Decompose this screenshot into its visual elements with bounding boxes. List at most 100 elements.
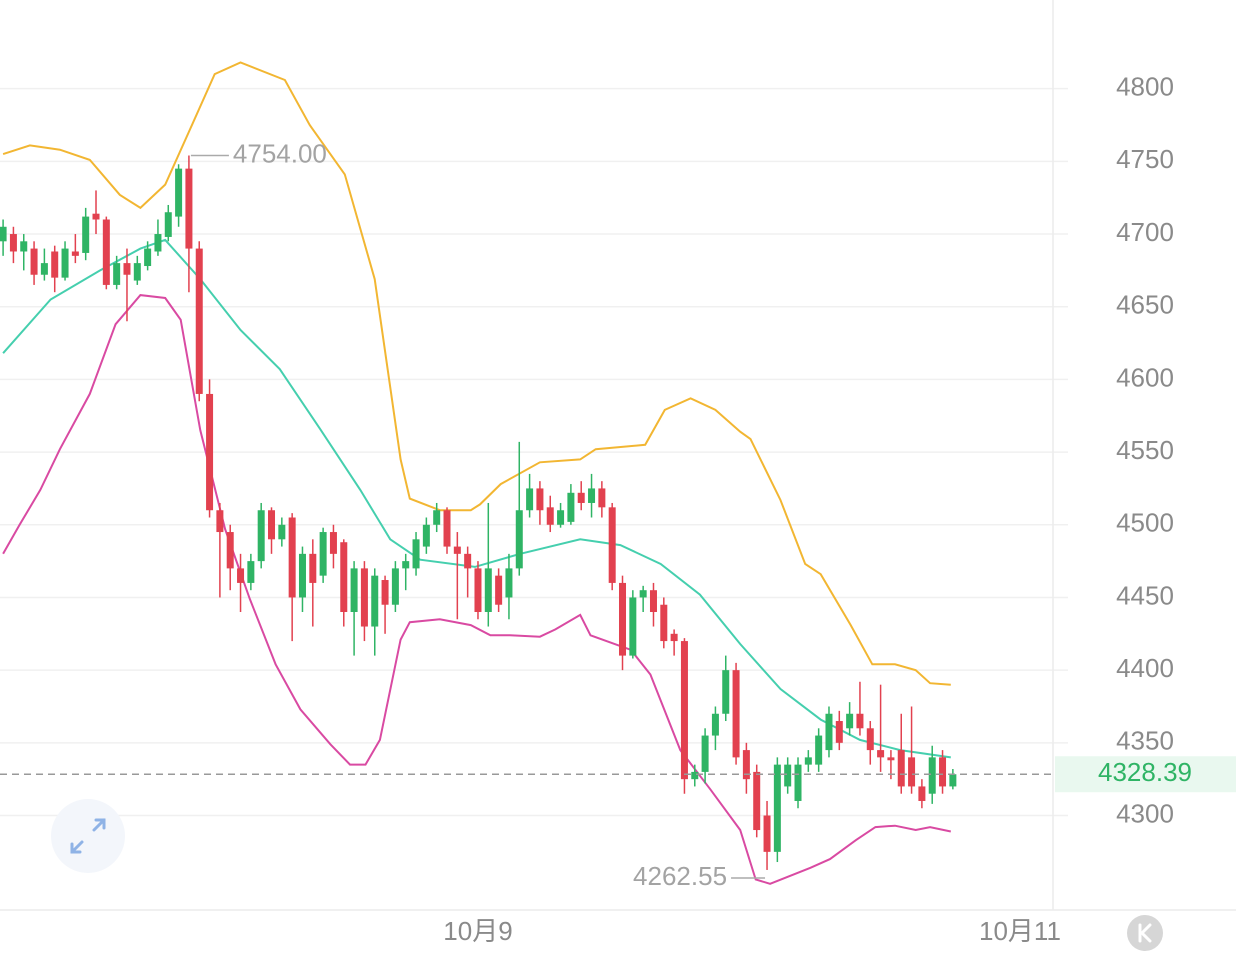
candle-body — [278, 524, 286, 540]
candle-body — [61, 248, 69, 278]
candle-body — [443, 510, 451, 547]
candle-body — [298, 553, 306, 598]
candle-body — [629, 597, 637, 656]
candle-body — [773, 764, 781, 852]
candle-body — [309, 553, 317, 583]
high-label: 4754.00 — [233, 138, 327, 168]
kline-button-bg[interactable] — [1127, 915, 1163, 951]
candle-body — [206, 393, 214, 511]
candle-body — [825, 713, 833, 751]
expand-button-bg[interactable] — [51, 799, 125, 873]
candle-body — [257, 510, 265, 562]
candle-body — [464, 553, 472, 569]
candle-body — [887, 757, 895, 761]
candle-body — [732, 670, 740, 758]
y-tick-label: 4450 — [1116, 580, 1174, 610]
y-tick-label: 4600 — [1116, 362, 1174, 392]
candle-body — [742, 750, 750, 780]
candle-body — [526, 488, 534, 511]
candle-body — [505, 568, 513, 598]
candle-body — [350, 568, 358, 612]
candle-body — [577, 492, 585, 503]
candle-body — [691, 771, 699, 780]
candle-body — [71, 251, 79, 256]
candle-body — [329, 532, 337, 554]
candle-body — [216, 510, 224, 533]
candle-body — [784, 764, 792, 787]
candle-body — [515, 510, 523, 569]
candle-body — [918, 786, 926, 801]
candle-body — [928, 757, 936, 794]
x-tick-label: 10月11 — [979, 916, 1061, 946]
candle-body — [154, 234, 162, 252]
candle-body — [51, 251, 59, 278]
candle-body — [268, 510, 276, 540]
band-line — [2, 61, 951, 686]
candle-body — [185, 168, 193, 249]
candle-body — [722, 670, 730, 714]
candle-body — [40, 263, 48, 275]
candle-body — [9, 234, 17, 252]
candle-body — [649, 590, 657, 612]
grid — [0, 87, 1068, 817]
candle-body — [30, 248, 38, 275]
candle-body — [588, 488, 596, 503]
y-tick-label: 4650 — [1116, 290, 1174, 320]
last-price-label: 4328.39 — [1098, 757, 1192, 787]
band-line — [2, 294, 952, 885]
y-tick-label: 4550 — [1116, 435, 1174, 465]
kline-button[interactable] — [1127, 915, 1163, 951]
candle-body — [371, 575, 379, 627]
candle-body — [123, 263, 131, 275]
candle-body — [619, 582, 627, 656]
candle-body — [402, 561, 410, 569]
last-price-badge — [1055, 756, 1236, 793]
x-tick-label: 10月9 — [443, 916, 512, 946]
candle-body — [608, 507, 616, 583]
candle-body — [195, 248, 203, 394]
candle-body — [835, 721, 843, 743]
y-tick-label: 4350 — [1116, 726, 1174, 756]
y-tick-label: 4400 — [1116, 653, 1174, 683]
candle-body — [381, 580, 389, 605]
expand-icon[interactable] — [70, 818, 106, 854]
candle-body — [20, 241, 28, 252]
candle-body — [856, 713, 864, 729]
candle-body — [391, 568, 399, 605]
candle-body — [164, 212, 172, 237]
candle-body — [484, 568, 492, 612]
expand-button[interactable] — [51, 799, 125, 873]
kline-icon[interactable] — [1138, 923, 1152, 943]
candle-body — [753, 771, 761, 831]
candle-body — [660, 604, 668, 642]
y-tick-label: 4300 — [1116, 798, 1174, 828]
candle-body — [639, 590, 647, 598]
candle-body — [897, 750, 905, 787]
candle-body — [319, 532, 327, 576]
candle-body — [701, 735, 709, 772]
candle-body — [288, 517, 296, 598]
candle-body — [412, 539, 420, 569]
candle-body — [598, 488, 606, 508]
candle-body — [422, 524, 430, 547]
y-tick-label: 4750 — [1116, 144, 1174, 174]
candle-body — [557, 510, 565, 525]
candle-body — [144, 248, 152, 267]
candle-body — [939, 757, 947, 787]
y-tick-label: 4800 — [1116, 72, 1174, 102]
y-tick-label: 4500 — [1116, 508, 1174, 538]
candle-body — [670, 633, 678, 642]
candle-body — [433, 510, 441, 525]
candle-body — [82, 216, 90, 253]
candle-body — [247, 561, 255, 583]
low-label: 4262.55 — [633, 861, 727, 891]
candle-body — [113, 263, 121, 285]
candle-body — [711, 713, 719, 736]
candle-body — [794, 764, 802, 801]
candle-body — [92, 213, 100, 220]
candle-body — [237, 568, 245, 583]
candle-body — [567, 492, 575, 522]
candle-body — [877, 750, 885, 758]
